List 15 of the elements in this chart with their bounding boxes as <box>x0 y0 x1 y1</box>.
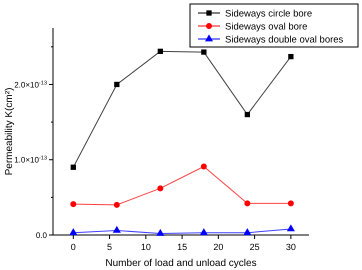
legend-label: Sideways circle bore <box>225 8 312 20</box>
x-tick-label: 20 <box>213 242 224 252</box>
x-tick-label: 25 <box>250 242 260 252</box>
y-tick-label: 0.0 <box>36 231 48 240</box>
x-tick-label: 15 <box>177 242 188 252</box>
x-axis-title: Number of load and unload cycles <box>105 258 257 269</box>
x-tick-label: 30 <box>286 242 296 252</box>
legend-label: Sideways oval bore <box>225 22 308 32</box>
legend-label: Sideways double oval bores <box>225 34 344 46</box>
x-tick-label: 5 <box>107 242 112 252</box>
y-tick-label: 2.0×10$^{-13}$ <box>14 80 47 90</box>
x-tick-label: 10 <box>140 242 151 252</box>
y-tick-label: 1.0×10$^{-13}$ <box>14 156 47 165</box>
x-tick-label: 0 <box>70 242 76 252</box>
y-axis-title: Permeability K(cm²) <box>4 88 15 176</box>
